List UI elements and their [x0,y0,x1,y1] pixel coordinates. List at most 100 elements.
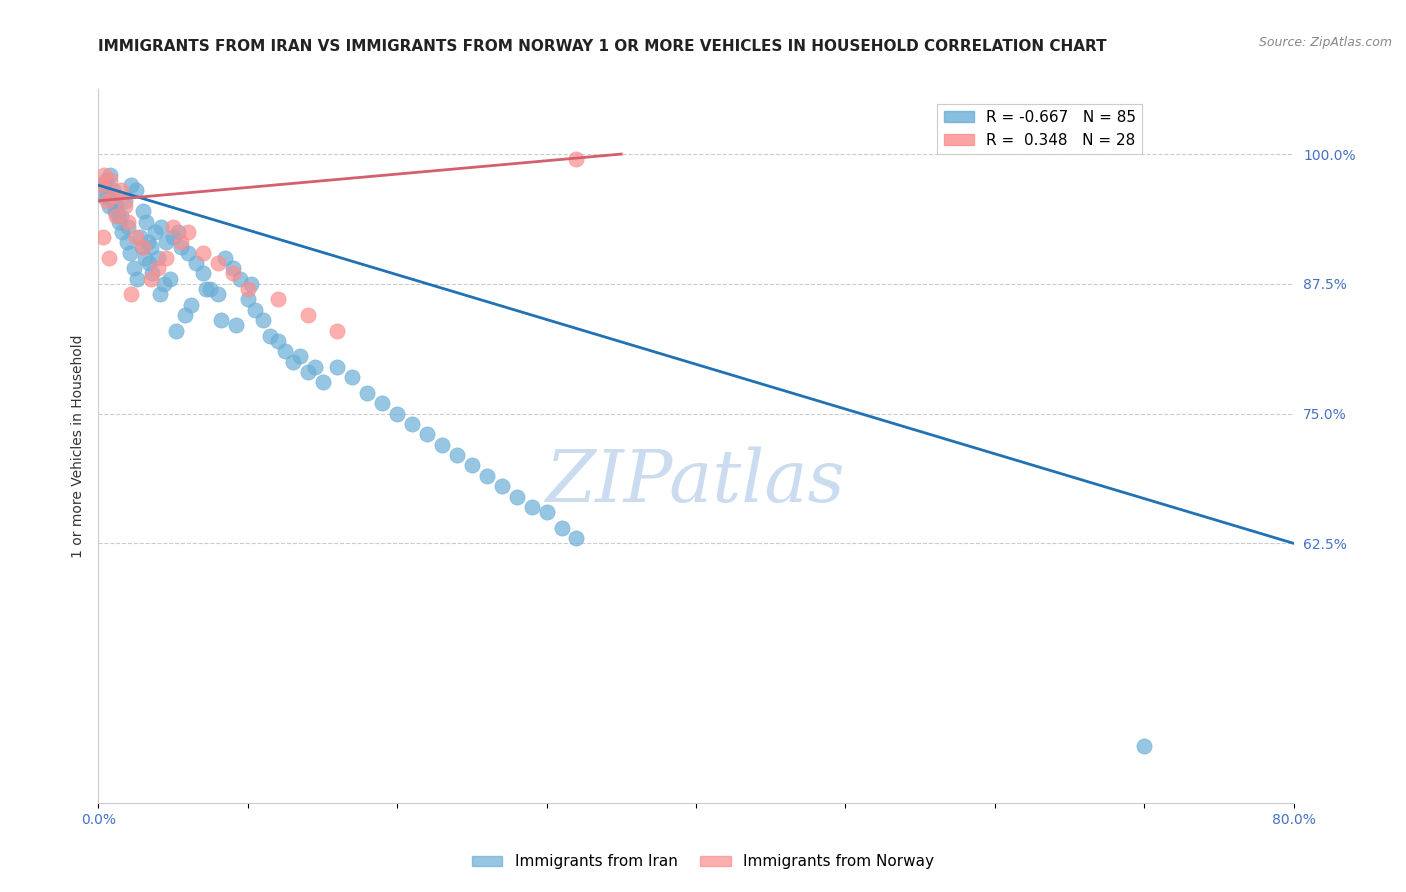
Point [245,302,267,317]
Point [143,225,166,239]
Point [101,194,124,208]
Point [195,282,218,296]
Point [115,235,138,250]
Point [100,173,122,187]
Point [96,188,118,202]
Point [141,267,163,281]
Point [111,225,134,239]
Point [103,183,125,197]
Point [117,214,139,228]
Point [132,204,155,219]
Point [110,210,132,224]
Point [565,153,588,167]
Point [311,376,333,390]
Point [129,230,152,244]
Point [132,240,155,254]
Point [131,240,153,254]
Point [326,359,349,374]
Point [127,271,149,285]
Point [550,521,572,535]
Point [214,251,236,265]
Point [148,261,170,276]
Point [135,214,157,228]
Point [150,219,173,234]
Point [174,308,197,322]
Point [162,230,184,244]
Point [114,194,136,208]
Point [506,490,529,504]
Y-axis label: 1 or more Vehicles in Household: 1 or more Vehicles in Household [70,334,84,558]
Point [93,178,115,193]
Point [225,318,247,333]
Point [416,427,439,442]
Point [138,256,160,270]
Point [222,267,245,281]
Point [159,271,181,285]
Point [446,448,468,462]
Point [177,245,200,260]
Point [297,365,319,379]
Point [120,178,142,193]
Point [124,261,146,276]
Point [139,240,162,254]
Point [105,199,128,213]
Point [165,324,187,338]
Point [125,183,148,197]
Point [103,188,125,202]
Point [222,261,245,276]
Point [149,287,172,301]
Point [385,407,409,421]
Point [491,479,513,493]
Point [191,245,214,260]
Point [114,199,136,213]
Point [297,308,319,322]
Point [100,168,122,182]
Point [125,230,148,244]
Point [229,271,252,285]
Point [274,344,297,359]
Point [461,458,484,473]
Point [430,438,453,452]
Point [288,350,311,364]
Point [153,277,176,291]
Point [162,219,184,234]
Point [371,396,394,410]
Point [184,256,207,270]
Point [356,385,378,400]
Text: IMMIGRANTS FROM IRAN VS IMMIGRANTS FROM NORWAY 1 OR MORE VEHICLES IN HOUSEHOLD C: IMMIGRANTS FROM IRAN VS IMMIGRANTS FROM … [98,38,1107,54]
Point [148,251,170,265]
Point [118,245,141,260]
Point [169,235,191,250]
Point [536,505,558,519]
Point [207,287,229,301]
Point [401,417,423,431]
Point [304,359,326,374]
Point [134,251,156,265]
Point [155,235,177,250]
Point [90,178,112,193]
Point [93,168,115,182]
Point [166,225,188,239]
Point [117,219,139,234]
Point [239,277,262,291]
Point [342,370,364,384]
Point [110,183,132,197]
Point [136,235,159,250]
Point [1133,739,1156,753]
Point [120,287,142,301]
Point [267,334,290,348]
Legend: Immigrants from Iran, Immigrants from Norway: Immigrants from Iran, Immigrants from No… [465,848,941,875]
Point [520,500,543,514]
Point [97,251,120,265]
Point [209,313,232,327]
Point [177,225,200,239]
Point [267,293,290,307]
Point [236,293,259,307]
Point [97,199,120,213]
Point [281,354,304,368]
Point [252,313,274,327]
Point [191,267,214,281]
Point [326,324,349,338]
Point [96,194,118,208]
Point [94,173,117,187]
